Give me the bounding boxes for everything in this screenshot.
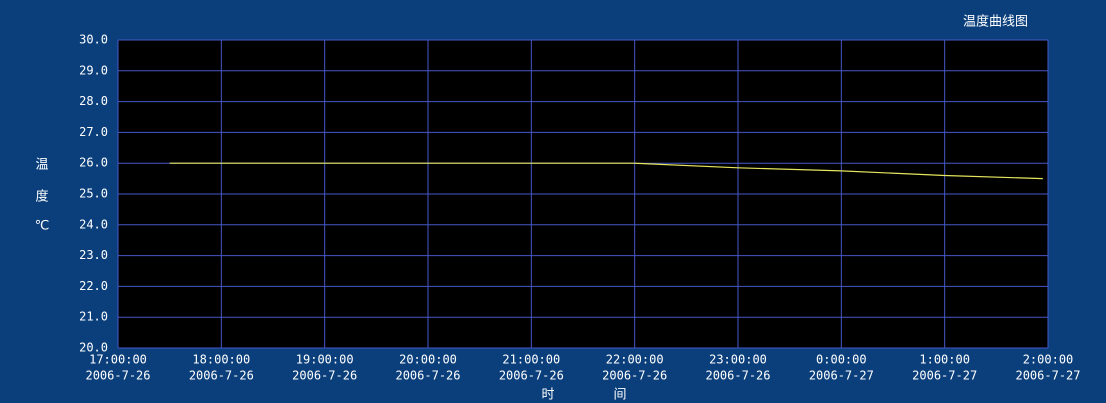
x-tick-label: 18:00:00 — [192, 353, 250, 367]
y-axis-label: ℃ — [35, 219, 50, 234]
x-tick-label: 2:00:00 — [1023, 353, 1074, 367]
x-tick-label: 2006-7-27 — [1015, 369, 1080, 383]
y-tick-label: 30.0 — [79, 33, 108, 47]
x-tick-label: 2006-7-26 — [499, 369, 564, 383]
x-tick-label: 2006-7-27 — [912, 369, 977, 383]
x-tick-label: 23:00:00 — [709, 353, 767, 367]
x-tick-label: 2006-7-26 — [189, 369, 254, 383]
y-tick-label: 22.0 — [79, 279, 108, 293]
chart-title: 温度曲线图 — [963, 14, 1028, 30]
y-tick-label: 26.0 — [79, 156, 108, 170]
x-axis-label: 间 — [613, 388, 626, 403]
y-tick-label: 28.0 — [79, 94, 108, 108]
x-tick-label: 20:00:00 — [399, 353, 457, 367]
x-tick-label: 2006-7-26 — [292, 369, 357, 383]
x-tick-label: 22:00:00 — [606, 353, 664, 367]
y-axis-label: 温 — [35, 158, 48, 173]
y-tick-label: 21.0 — [79, 310, 108, 324]
x-tick-label: 1:00:00 — [919, 353, 970, 367]
y-tick-label: 20.0 — [79, 341, 108, 355]
data-line — [169, 162, 1043, 180]
y-tick-label: 23.0 — [79, 248, 108, 262]
x-tick-label: 2006-7-26 — [602, 369, 667, 383]
y-tick-label: 27.0 — [79, 125, 108, 139]
x-tick-label: 21:00:00 — [502, 353, 560, 367]
x-tick-label: 17:00:00 — [89, 353, 147, 367]
x-tick-label: 19:00:00 — [296, 353, 354, 367]
x-axis-label: 时 — [541, 388, 554, 403]
y-tick-label: 24.0 — [79, 217, 108, 231]
y-tick-label: 29.0 — [79, 63, 108, 77]
x-tick-label: 2006-7-26 — [395, 369, 460, 383]
y-axis-label: 度 — [35, 189, 48, 205]
x-tick-label: 0:00:00 — [816, 353, 867, 367]
y-tick-label: 25.0 — [79, 187, 108, 201]
x-tick-label: 2006-7-26 — [85, 369, 150, 383]
x-tick-label: 2006-7-27 — [809, 369, 874, 383]
x-tick-label: 2006-7-26 — [705, 369, 770, 383]
